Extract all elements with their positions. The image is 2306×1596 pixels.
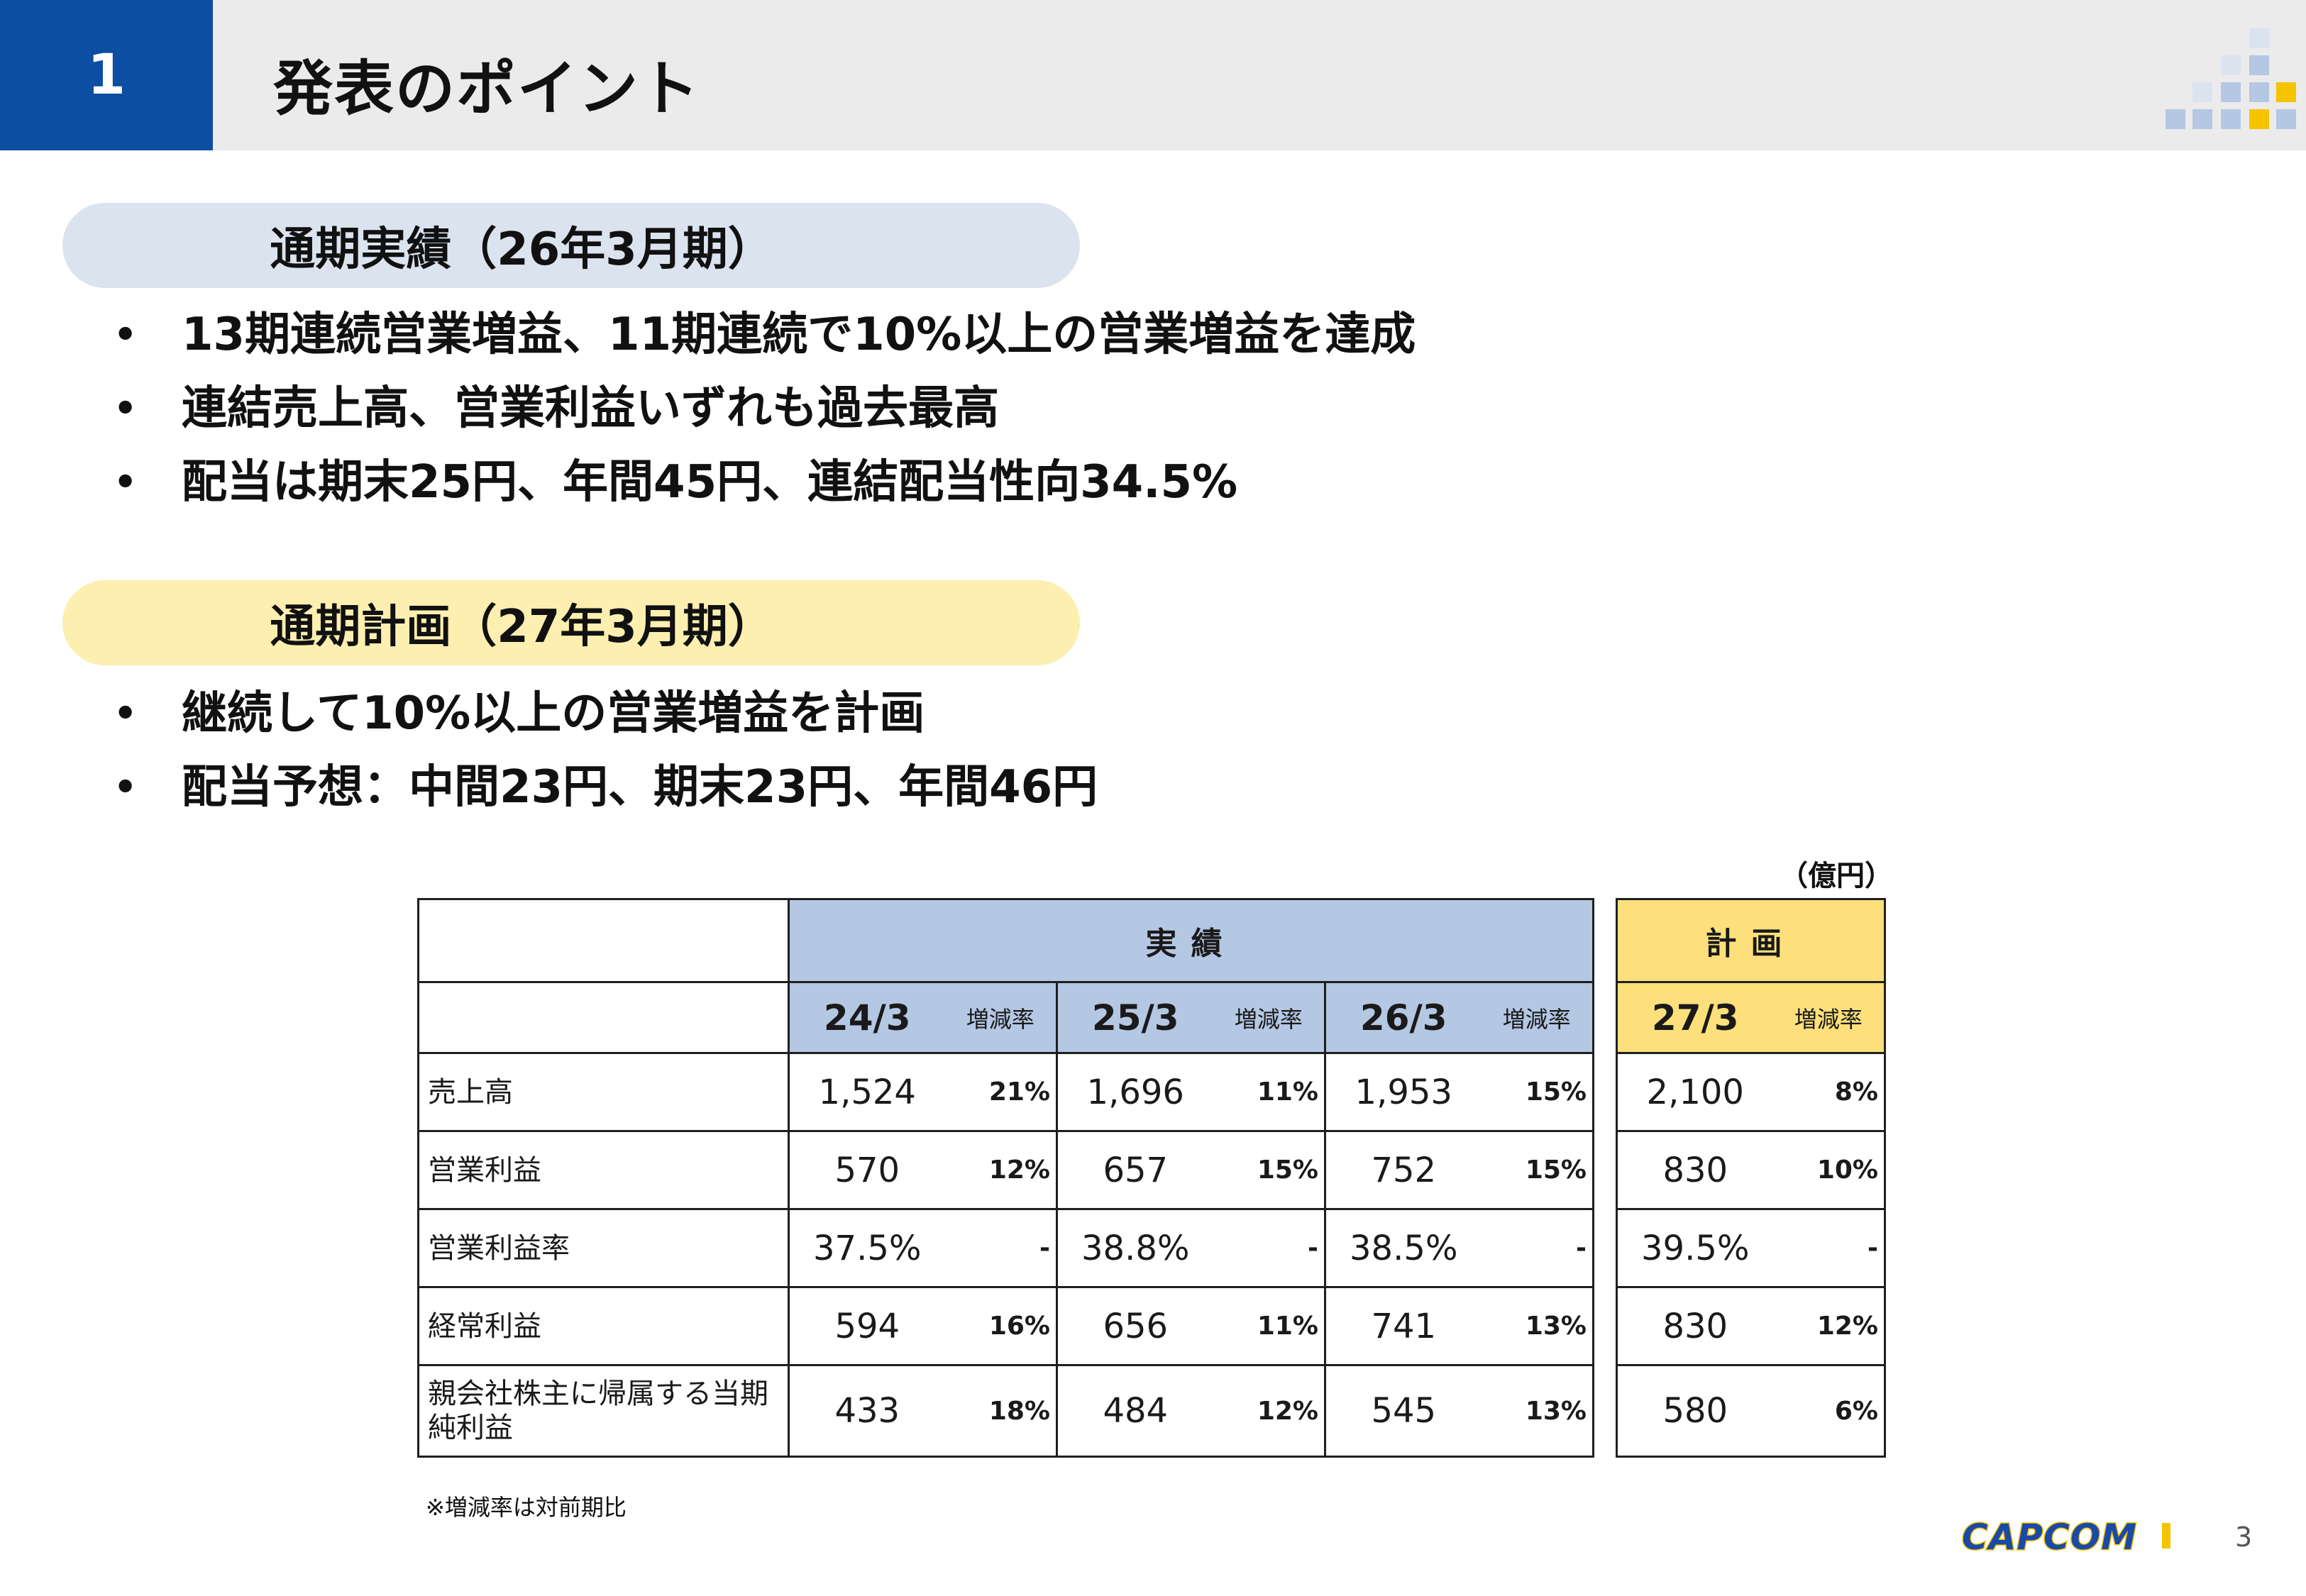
change-cell: 16% (944, 1286, 1058, 1366)
table-row: 830 10% (1616, 1130, 1886, 1210)
value-cell: 1,696 (1056, 1052, 1213, 1132)
change-cell: 11% (1213, 1286, 1326, 1366)
row-label: 親会社株主に帰属する当期純利益 (417, 1364, 790, 1458)
actual-header: 実績 (788, 898, 1594, 983)
value-cell: 656 (1056, 1286, 1213, 1366)
slide-header: 1 発表のポイント (0, 0, 2306, 150)
logo-accent-icon (2162, 1523, 2170, 1548)
bullet-icon: • (114, 387, 138, 430)
footnote: ※増減率は対前期比 (426, 1494, 627, 1521)
change-cell: - (1481, 1208, 1594, 1288)
plan-bullet-list: • 継続して10%以上の営業増益を計画 • 配当予想：中間23円、期末23円、年間4… (114, 677, 1098, 824)
table-row: 営業利益 570 12% 657 15% 752 15% (417, 1130, 1594, 1210)
row-label: 営業利益 (417, 1130, 790, 1210)
table-row: 580 6% (1616, 1364, 1886, 1458)
list-item: • 配当は期末25円、年間45円、連結配当性向34.5% (114, 445, 1416, 519)
change-cell: 11% (1213, 1052, 1326, 1132)
page-number: 3 (2235, 1522, 2253, 1553)
value-cell: 1,524 (788, 1052, 945, 1132)
value-cell: 38.8% (1056, 1208, 1213, 1288)
value-cell: 38.5% (1324, 1208, 1482, 1288)
change-cell: 13% (1481, 1286, 1594, 1366)
list-item: • 連結売上高、営業利益いずれも過去最高 (114, 372, 1416, 445)
table-row: 2,100 8% (1616, 1052, 1886, 1132)
change-cell: 15% (1213, 1130, 1326, 1210)
year-header: 26/3 (1324, 981, 1482, 1054)
bullet-icon: • (114, 314, 138, 356)
table-corner-cell (417, 981, 790, 1054)
value-cell: 830 (1616, 1130, 1773, 1210)
row-label: 経常利益 (417, 1286, 790, 1366)
change-cell: 8% (1772, 1052, 1886, 1132)
table-row: 830 12% (1616, 1286, 1886, 1366)
list-item: • 13期連続営業増益、11期連続で10%以上の営業増益を達成 (114, 298, 1416, 372)
change-cell: 15% (1481, 1052, 1594, 1132)
list-item: • 配当予想：中間23円、期末23円、年間46円 (114, 750, 1098, 824)
change-header: 増減率 (1213, 981, 1326, 1054)
unit-label: （億円） (1780, 860, 1893, 892)
value-cell: 752 (1324, 1130, 1482, 1210)
value-cell: 2,100 (1616, 1052, 1773, 1132)
value-cell: 1,953 (1324, 1052, 1482, 1132)
change-cell: 12% (944, 1130, 1058, 1210)
change-cell: 12% (1772, 1286, 1886, 1366)
value-cell: 570 (788, 1130, 945, 1210)
value-cell: 433 (788, 1364, 945, 1458)
bullet-text: 配当は期末25円、年間45円、連結配当性向34.5% (182, 456, 1238, 509)
plan-heading: 通期計画（27年3月期） (62, 580, 1080, 665)
bullet-text: 連結売上高、営業利益いずれも過去最高 (182, 382, 999, 435)
change-cell: 13% (1481, 1364, 1594, 1458)
bullet-icon: • (114, 692, 138, 735)
results-bullet-list: • 13期連続営業増益、11期連続で10%以上の営業増益を達成 • 連結売上高、営業… (114, 298, 1416, 519)
table-row: 親会社株主に帰属する当期純利益 433 18% 484 12% 545 13% (417, 1364, 1594, 1458)
value-cell: 545 (1324, 1364, 1482, 1458)
bullet-text: 配当予想：中間23円、期末23円、年間46円 (182, 761, 1098, 814)
list-item: • 継続して10%以上の営業増益を計画 (114, 677, 1098, 750)
results-heading: 通期実績（26年3月期） (62, 203, 1080, 288)
table-row: 経常利益 594 16% 656 11% 741 13% (417, 1286, 1594, 1366)
change-header: 増減率 (1481, 981, 1594, 1054)
plan-header: 計画 (1616, 898, 1886, 983)
value-cell: 580 (1616, 1364, 1773, 1458)
change-cell: - (1213, 1208, 1326, 1288)
bullet-text: 13期連続営業増益、11期連続で10%以上の営業増益を達成 (182, 309, 1416, 361)
change-cell: - (1772, 1208, 1886, 1288)
change-header: 増減率 (944, 981, 1058, 1054)
row-label: 売上高 (417, 1052, 790, 1132)
change-cell: 15% (1481, 1130, 1594, 1210)
table-row: 営業利益率 37.5% - 38.8% - 38.5% - (417, 1208, 1594, 1288)
change-cell: - (944, 1208, 1058, 1288)
section-number: 1 (0, 0, 213, 150)
decorative-squares-icon (2166, 28, 2296, 135)
year-header: 27/3 (1616, 981, 1773, 1054)
value-cell: 39.5% (1616, 1208, 1773, 1288)
change-cell: 12% (1213, 1364, 1326, 1458)
bullet-icon: • (114, 461, 138, 504)
bullet-text: 継続して10%以上の営業増益を計画 (182, 687, 925, 740)
plan-table: 計画 27/3 増減率 2,100 8% 830 10% 39.5% - 830… (1616, 898, 1886, 1458)
bullet-icon: • (114, 766, 138, 809)
table-row: 39.5% - (1616, 1208, 1886, 1288)
year-header: 24/3 (788, 981, 945, 1054)
plan-heading-text: 通期計画（27年3月期） (270, 601, 773, 653)
value-cell: 594 (788, 1286, 945, 1366)
change-header: 増減率 (1772, 981, 1886, 1054)
change-cell: 18% (944, 1364, 1058, 1458)
page-title: 発表のポイント (273, 54, 701, 123)
results-heading-text: 通期実績（26年3月期） (270, 223, 773, 276)
table-corner-cell (417, 898, 790, 983)
change-cell: 10% (1772, 1130, 1886, 1210)
value-cell: 484 (1056, 1364, 1213, 1458)
value-cell: 830 (1616, 1286, 1773, 1366)
change-cell: 6% (1772, 1364, 1886, 1458)
actual-results-table: 実績 24/3 増減率 25/3 増減率 26/3 増減率 売上高 1,524 … (417, 898, 1594, 1458)
value-cell: 657 (1056, 1130, 1213, 1210)
value-cell: 741 (1324, 1286, 1482, 1366)
year-header: 25/3 (1056, 981, 1213, 1054)
table-row: 売上高 1,524 21% 1,696 11% 1,953 15% (417, 1052, 1594, 1132)
row-label: 営業利益率 (417, 1208, 790, 1288)
change-cell: 21% (944, 1052, 1058, 1132)
value-cell: 37.5% (788, 1208, 945, 1288)
capcom-logo: CAPCOM (1961, 1516, 2138, 1559)
